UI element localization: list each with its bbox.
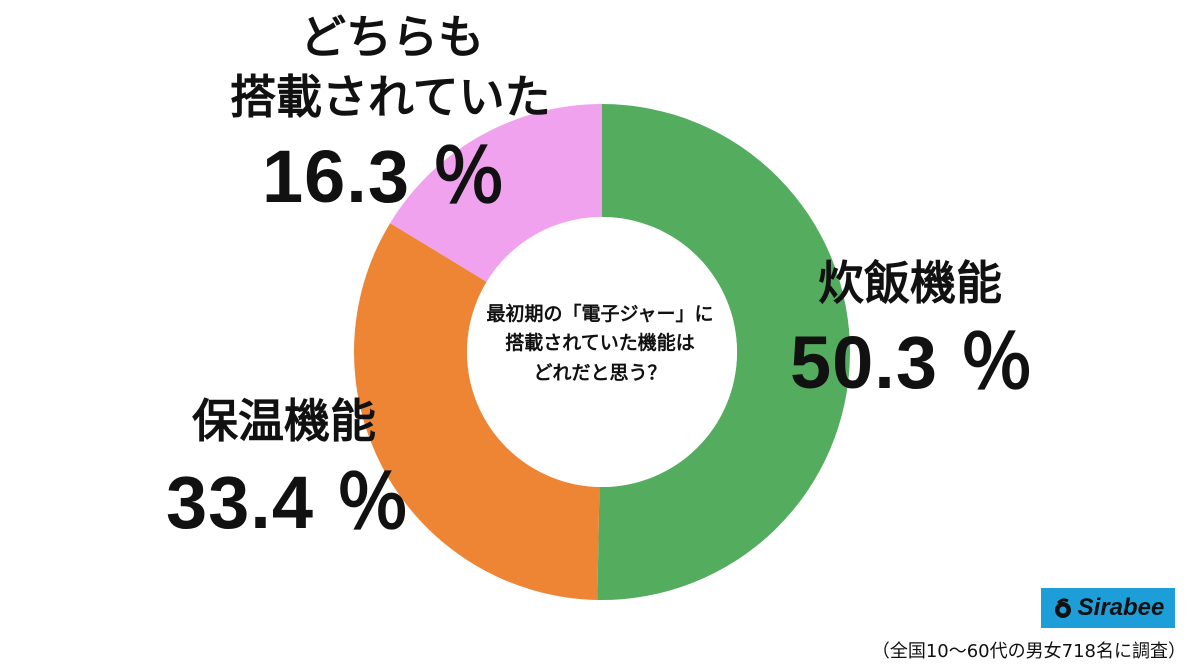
label-warm-pct: 33.4 ％ xyxy=(166,461,411,544)
label-rice-name: 炊飯機能 xyxy=(818,256,1002,310)
donut-hole xyxy=(467,217,737,487)
label-both-name-1: どちらも xyxy=(300,10,484,64)
label-warm-name: 保温機能 xyxy=(192,394,376,448)
question-line-2: 搭載されていた機能は xyxy=(505,332,695,355)
sirabee-logo: Sirabee xyxy=(1041,588,1175,628)
label-both-pct: 16.3 ％ xyxy=(262,135,507,218)
label-rice-pct: 50.3 ％ xyxy=(790,321,1035,404)
question-line-3: どれだと思う？ xyxy=(533,361,667,384)
sirabee-mark-icon xyxy=(1054,598,1071,618)
slice-rice xyxy=(597,104,851,601)
slice-warm xyxy=(354,223,600,600)
question-line-1: 最初期の「電子ジャー」に xyxy=(486,303,714,325)
label-both-name-2: 搭載されていた xyxy=(230,70,551,124)
survey-footnote: （全国10～60代の男女718名に調査） xyxy=(871,641,1186,662)
logo-text: Sirabee xyxy=(1077,594,1165,621)
slice-both xyxy=(390,104,602,282)
center-question: 最初期の「電子ジャー」に 搭載されていた機能は どれだと思う？ xyxy=(470,300,730,388)
